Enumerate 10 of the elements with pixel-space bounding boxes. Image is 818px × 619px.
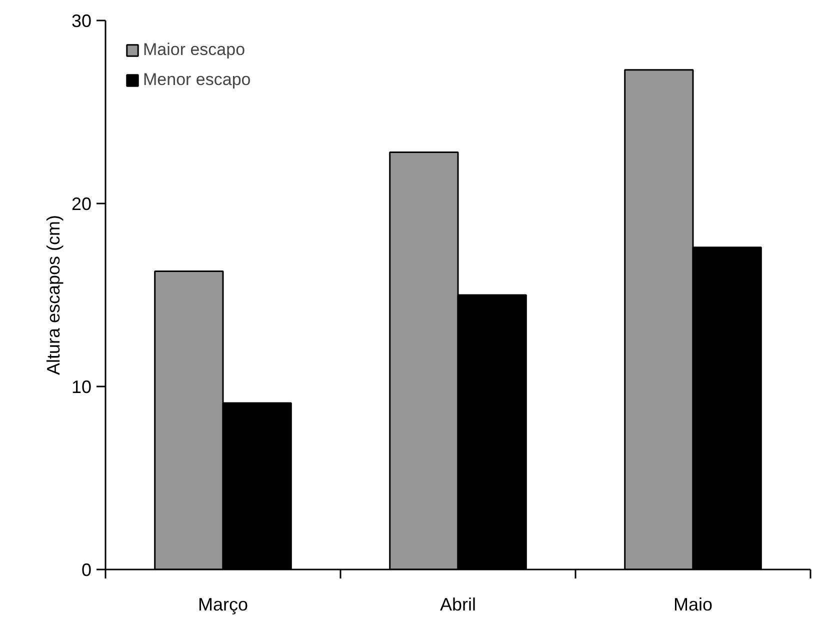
x-tick-label: Maio: [673, 594, 713, 614]
y-tick-label: 20: [71, 194, 92, 214]
y-tick-label: 10: [71, 377, 92, 397]
y-axis-title: Altura escapos (cm): [43, 214, 64, 376]
x-tick-label: Março: [198, 594, 248, 614]
y-tick-label: 30: [71, 11, 92, 31]
x-tick-label: Abril: [440, 594, 476, 614]
legend-label: Menor escapo: [143, 70, 251, 90]
y-tick-label: 0: [81, 560, 92, 580]
legend-label: Maior escapo: [143, 40, 246, 60]
